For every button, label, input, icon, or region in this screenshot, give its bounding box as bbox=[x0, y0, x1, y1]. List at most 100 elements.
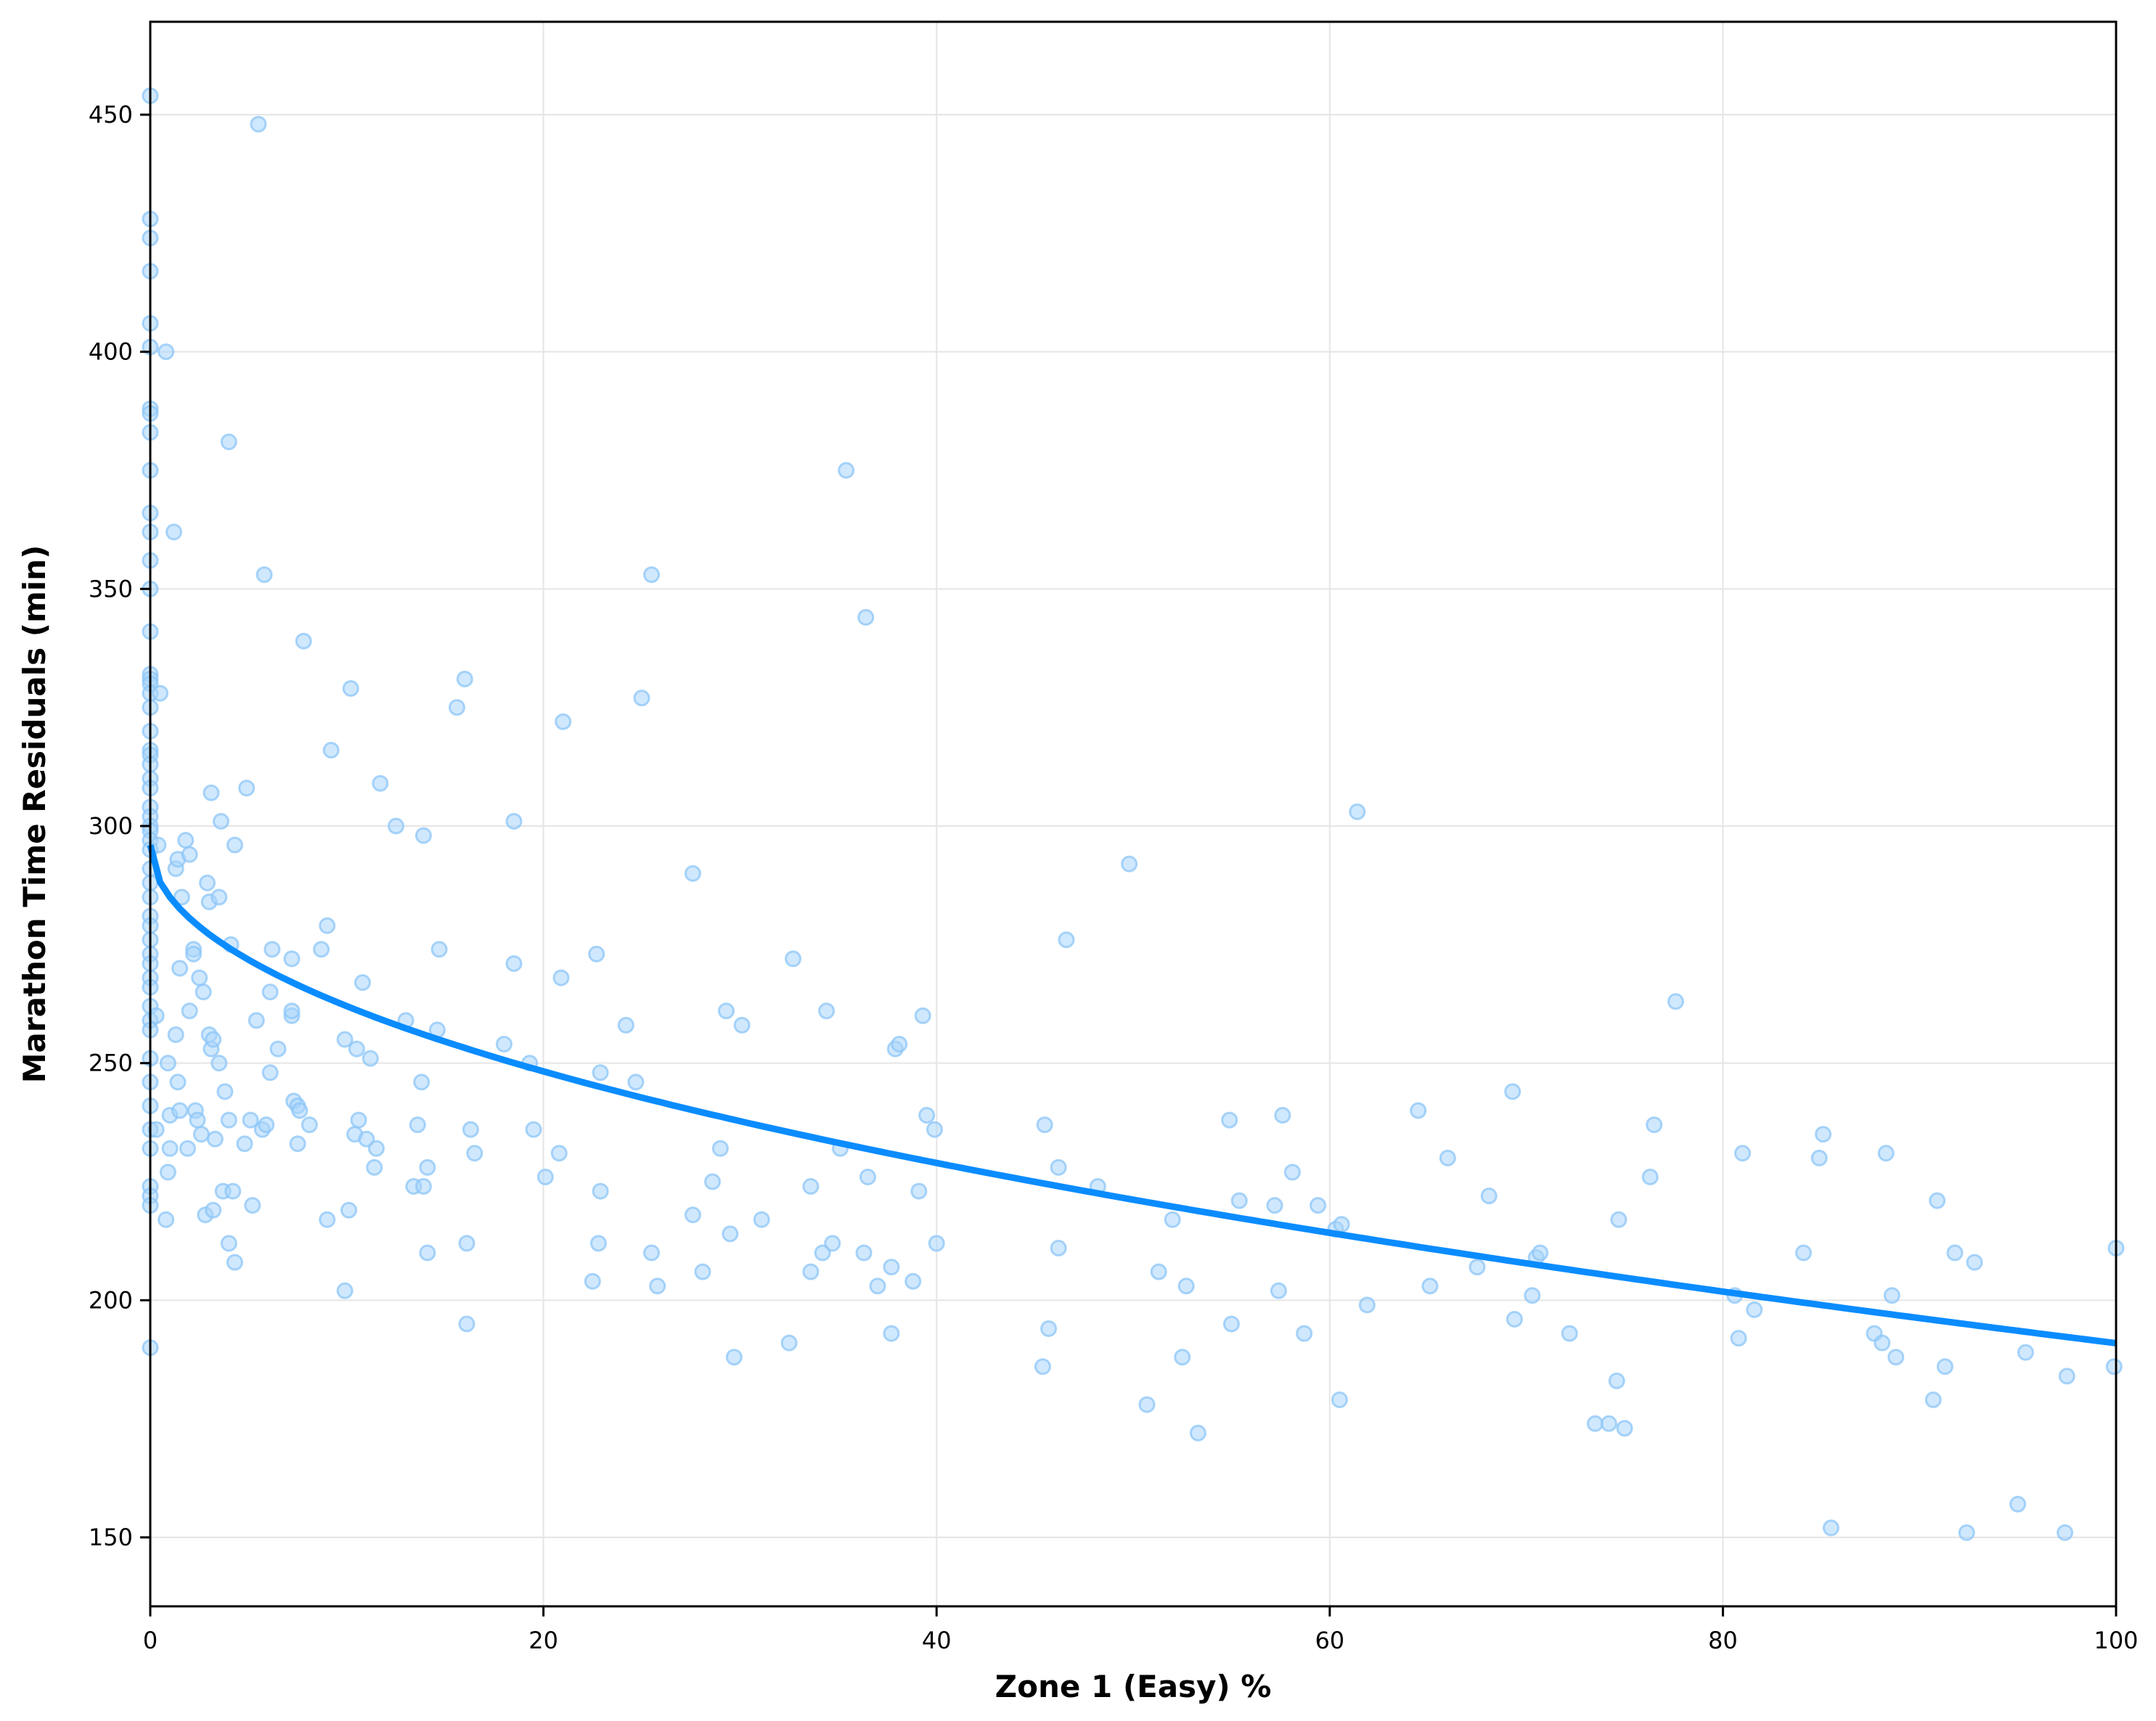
data-point bbox=[1667, 993, 1684, 1010]
y-tick-label: 200 bbox=[89, 1286, 133, 1314]
data-point bbox=[177, 832, 195, 849]
y-tick-label: 450 bbox=[89, 101, 133, 128]
data-point bbox=[1746, 1301, 1763, 1318]
data-point bbox=[289, 1135, 306, 1153]
data-point bbox=[505, 954, 523, 972]
data-point bbox=[1929, 1192, 1946, 1209]
data-point bbox=[1641, 1168, 1659, 1185]
data-point bbox=[283, 1002, 301, 1020]
data-point bbox=[588, 945, 605, 962]
data-point bbox=[1058, 931, 1075, 949]
x-tick-label: 40 bbox=[922, 1627, 952, 1654]
x-tick-label: 0 bbox=[143, 1627, 158, 1654]
data-point bbox=[536, 1168, 554, 1185]
data-point bbox=[264, 941, 281, 958]
data-point bbox=[342, 680, 359, 698]
data-point bbox=[1050, 1239, 1067, 1256]
data-point bbox=[649, 1278, 666, 1295]
data-point bbox=[753, 1211, 770, 1228]
data-point bbox=[1266, 1197, 1283, 1214]
data-point bbox=[883, 1259, 900, 1276]
x-axis-title: Zone 1 (Easy) % bbox=[995, 1669, 1272, 1704]
data-point bbox=[592, 1064, 609, 1082]
data-point bbox=[1822, 1519, 1839, 1537]
data-point bbox=[838, 462, 855, 479]
data-point bbox=[1349, 803, 1366, 820]
data-point bbox=[340, 1201, 358, 1219]
data-point bbox=[1164, 1211, 1181, 1228]
data-point bbox=[354, 974, 371, 992]
data-point bbox=[824, 1235, 841, 1252]
data-point bbox=[684, 864, 701, 882]
data-point bbox=[458, 1235, 475, 1252]
data-point bbox=[643, 1244, 661, 1262]
data-point bbox=[552, 969, 570, 986]
data-point bbox=[1274, 1107, 1291, 1124]
data-point bbox=[1936, 1358, 1953, 1375]
data-point bbox=[1561, 1325, 1578, 1342]
data-point bbox=[199, 874, 216, 891]
data-point bbox=[367, 1140, 385, 1157]
data-point bbox=[859, 1168, 876, 1185]
data-point bbox=[722, 1225, 739, 1243]
data-point bbox=[1410, 1102, 1427, 1119]
data-point bbox=[250, 115, 267, 133]
data-point bbox=[1270, 1282, 1287, 1299]
data-point bbox=[1439, 1149, 1456, 1166]
data-point bbox=[928, 1235, 945, 1252]
data-point bbox=[1946, 1244, 1964, 1262]
data-point bbox=[1174, 1349, 1191, 1366]
x-tick-label: 20 bbox=[528, 1627, 558, 1654]
data-point bbox=[336, 1282, 354, 1299]
data-point bbox=[1177, 1278, 1195, 1295]
data-point bbox=[926, 1121, 943, 1138]
data-point bbox=[1421, 1278, 1439, 1295]
data-point bbox=[643, 566, 661, 584]
data-point bbox=[220, 433, 237, 451]
data-point bbox=[211, 888, 228, 906]
data-point bbox=[1815, 1126, 1832, 1143]
data-point bbox=[785, 950, 802, 968]
data-point bbox=[192, 1126, 210, 1143]
data-point bbox=[592, 1182, 609, 1200]
data-point bbox=[1506, 1310, 1523, 1328]
data-point bbox=[158, 1211, 175, 1228]
data-point bbox=[1283, 1164, 1301, 1181]
data-point bbox=[2105, 1358, 2123, 1375]
data-point bbox=[248, 1012, 265, 1029]
data-point bbox=[1586, 1415, 1604, 1432]
data-point bbox=[555, 713, 572, 730]
data-point bbox=[905, 1272, 922, 1290]
data-point bbox=[220, 1235, 237, 1252]
data-point bbox=[802, 1178, 820, 1195]
data-point bbox=[918, 1107, 936, 1124]
data-point bbox=[261, 1064, 279, 1082]
y-tick-label: 300 bbox=[89, 812, 133, 840]
data-point bbox=[242, 1111, 259, 1129]
data-point bbox=[301, 1116, 318, 1134]
y-tick-label: 150 bbox=[89, 1524, 133, 1551]
data-point bbox=[1616, 1420, 1633, 1437]
data-point bbox=[419, 1244, 436, 1262]
data-point bbox=[152, 684, 169, 702]
data-point bbox=[1504, 1083, 1522, 1100]
data-point bbox=[1924, 1391, 1942, 1409]
data-point bbox=[195, 984, 212, 1001]
y-tick-label: 250 bbox=[89, 1050, 133, 1077]
data-point bbox=[448, 699, 465, 716]
data-point bbox=[589, 1235, 607, 1252]
data-point bbox=[366, 1158, 383, 1176]
data-point bbox=[1222, 1315, 1240, 1333]
data-point bbox=[1296, 1325, 1313, 1342]
data-point bbox=[466, 1145, 483, 1162]
y-tick-label: 350 bbox=[89, 575, 133, 602]
data-point bbox=[226, 1254, 243, 1271]
data-point bbox=[295, 632, 312, 650]
data-point bbox=[258, 1116, 275, 1134]
data-point bbox=[458, 1315, 475, 1333]
data-point bbox=[1874, 1334, 1891, 1352]
data-point bbox=[1310, 1197, 1327, 1214]
y-axis-title: Marathon Time Residuals (min) bbox=[17, 545, 52, 1083]
data-point bbox=[1036, 1116, 1053, 1134]
data-point bbox=[525, 1121, 542, 1138]
